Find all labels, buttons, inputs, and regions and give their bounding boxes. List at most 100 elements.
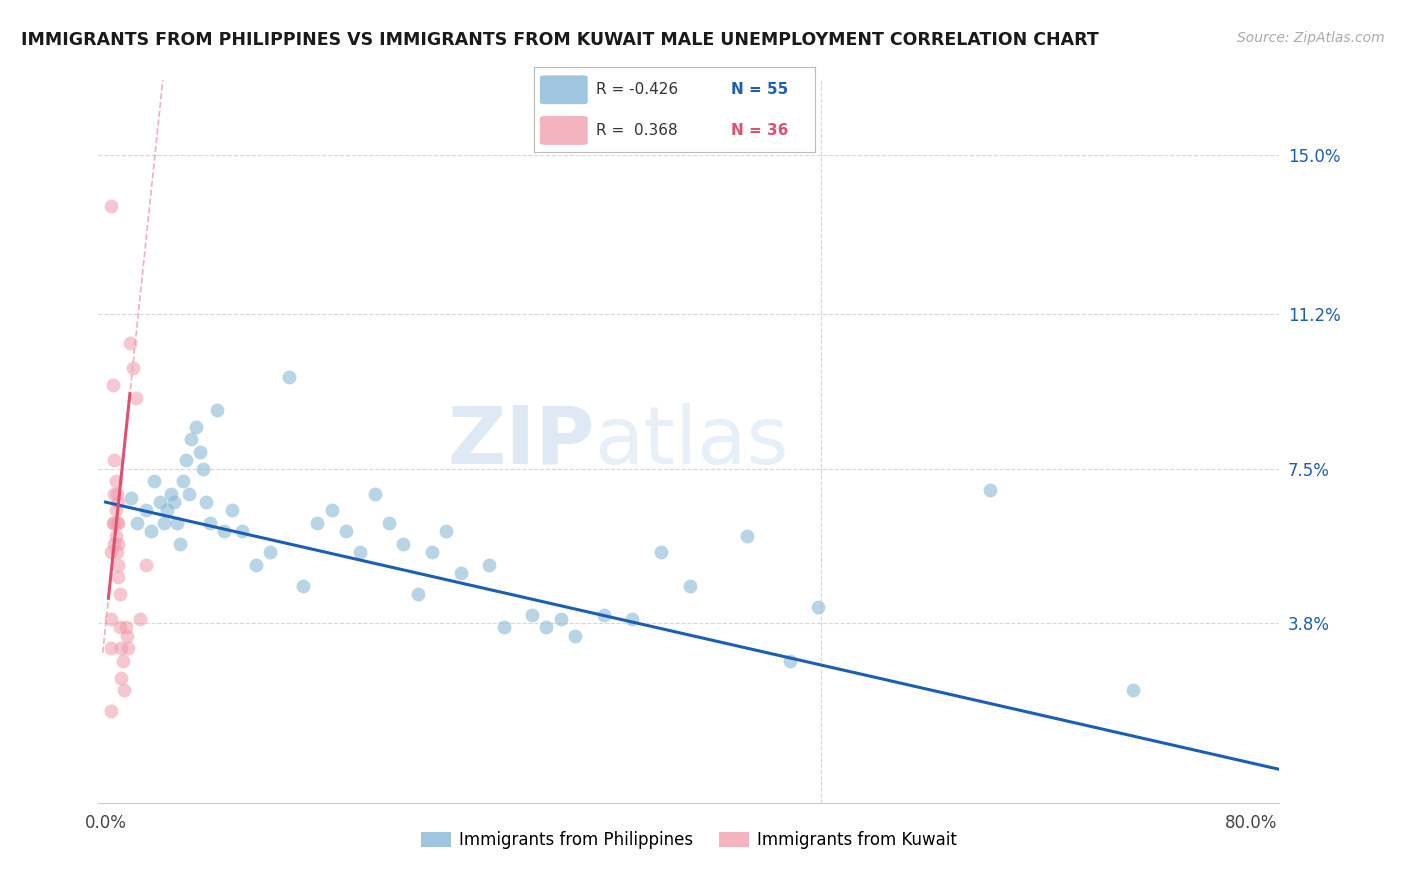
Point	[679, 579, 702, 593]
Point	[115, 629, 138, 643]
Point	[191, 461, 214, 475]
Point	[207, 403, 229, 417]
Point	[292, 579, 315, 593]
Point	[194, 495, 217, 509]
Point	[174, 453, 197, 467]
Point	[135, 503, 157, 517]
Point	[184, 420, 207, 434]
Point	[735, 528, 758, 542]
Point	[378, 516, 401, 530]
Point	[492, 620, 515, 634]
Point	[392, 537, 415, 551]
Point	[420, 545, 443, 559]
Point	[307, 516, 329, 530]
Point	[406, 587, 429, 601]
Point	[277, 369, 299, 384]
Point	[100, 545, 122, 559]
Legend: Immigrants from Philippines, Immigrants from Kuwait: Immigrants from Philippines, Immigrants …	[415, 824, 963, 856]
Point	[100, 612, 122, 626]
Point	[107, 516, 129, 530]
Point	[779, 654, 801, 668]
Text: Source: ZipAtlas.com: Source: ZipAtlas.com	[1237, 31, 1385, 45]
Point	[101, 516, 124, 530]
FancyBboxPatch shape	[540, 76, 588, 104]
Point	[103, 516, 125, 530]
Point	[141, 524, 163, 539]
Point	[104, 474, 127, 488]
Point	[103, 487, 125, 501]
Point	[550, 612, 572, 626]
Point	[107, 558, 129, 572]
Point	[129, 612, 152, 626]
Text: N = 55: N = 55	[731, 82, 789, 97]
Point	[118, 336, 141, 351]
Point	[100, 198, 122, 212]
Point	[111, 654, 134, 668]
Point	[149, 495, 172, 509]
Point	[110, 671, 132, 685]
Point	[807, 599, 830, 614]
Point	[143, 474, 166, 488]
Text: N = 36: N = 36	[731, 123, 789, 138]
Point	[1122, 683, 1144, 698]
Point	[160, 487, 183, 501]
Point	[124, 391, 146, 405]
Point	[434, 524, 457, 539]
Point	[592, 607, 614, 622]
Text: R =  0.368: R = 0.368	[596, 123, 678, 138]
Point	[105, 545, 128, 559]
Point	[979, 483, 1001, 497]
Point	[621, 612, 644, 626]
Point	[107, 570, 129, 584]
Point	[100, 641, 122, 656]
Point	[349, 545, 371, 559]
Point	[478, 558, 501, 572]
Point	[522, 607, 544, 622]
Point	[180, 433, 202, 447]
Point	[188, 445, 211, 459]
Point	[117, 641, 139, 656]
Point	[177, 487, 200, 501]
Point	[104, 528, 127, 542]
Point	[114, 620, 136, 634]
Point	[536, 620, 558, 634]
Point	[214, 524, 236, 539]
Point	[156, 503, 179, 517]
Point	[125, 516, 148, 530]
Point	[112, 683, 135, 698]
Point	[172, 474, 194, 488]
Point	[105, 516, 128, 530]
Point	[135, 558, 157, 572]
Point	[231, 524, 253, 539]
Point	[335, 524, 357, 539]
Point	[107, 537, 129, 551]
Text: atlas: atlas	[595, 402, 789, 481]
Point	[101, 378, 124, 392]
Point	[198, 516, 221, 530]
Point	[450, 566, 472, 580]
Point	[104, 503, 127, 517]
Point	[103, 537, 125, 551]
Point	[221, 503, 243, 517]
Point	[121, 361, 143, 376]
Point	[120, 491, 142, 505]
Point	[153, 516, 176, 530]
Text: R = -0.426: R = -0.426	[596, 82, 678, 97]
Point	[169, 537, 191, 551]
Point	[163, 495, 186, 509]
Point	[650, 545, 672, 559]
Point	[245, 558, 267, 572]
Point	[105, 487, 128, 501]
Point	[103, 453, 125, 467]
Point	[110, 641, 132, 656]
FancyBboxPatch shape	[540, 116, 588, 145]
Point	[108, 587, 131, 601]
Point	[100, 704, 122, 718]
Text: IMMIGRANTS FROM PHILIPPINES VS IMMIGRANTS FROM KUWAIT MALE UNEMPLOYMENT CORRELAT: IMMIGRANTS FROM PHILIPPINES VS IMMIGRANT…	[21, 31, 1099, 49]
Point	[108, 620, 131, 634]
Point	[364, 487, 387, 501]
Text: ZIP: ZIP	[447, 402, 595, 481]
Point	[259, 545, 281, 559]
Point	[564, 629, 586, 643]
Point	[321, 503, 343, 517]
